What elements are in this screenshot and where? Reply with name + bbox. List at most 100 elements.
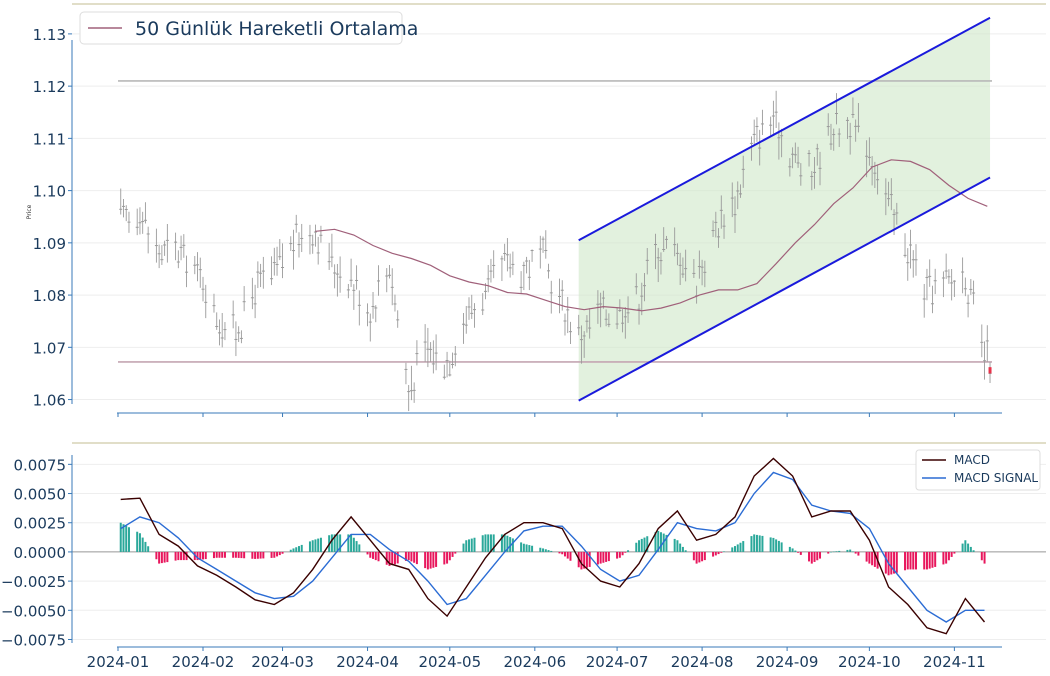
macd-histogram-bar bbox=[832, 551, 835, 553]
macd-histogram-bar bbox=[429, 551, 432, 569]
macd-y-tick-label: −0.0025 bbox=[1, 573, 66, 591]
macd-histogram-bar bbox=[330, 534, 333, 552]
macd-histogram-bar bbox=[273, 551, 276, 558]
macd-histogram-bar bbox=[692, 551, 695, 561]
macd-histogram-bar bbox=[122, 524, 125, 552]
macd-histogram-bar bbox=[221, 551, 224, 558]
macd-x-ticks: 2024-01 2024-02 2024-03 2024-04 2024-05 2024-… bbox=[87, 413, 986, 671]
macd-histogram-bar bbox=[234, 551, 237, 558]
price-y-tick-label: 1.07 bbox=[33, 339, 66, 357]
signal-legend-label: MACD SIGNAL bbox=[954, 471, 1038, 485]
macd-histogram-bar bbox=[550, 550, 553, 552]
macd-histogram-bar bbox=[256, 551, 259, 559]
macd-histogram-bar bbox=[890, 551, 893, 575]
macd-histogram-bar bbox=[300, 544, 303, 552]
price-y-tick-label: 1.09 bbox=[33, 235, 66, 253]
macd-histogram-bar bbox=[750, 536, 753, 552]
macd-histogram-bar bbox=[317, 538, 320, 552]
macd-histogram-bar bbox=[868, 551, 871, 564]
macd-histogram-bar bbox=[243, 551, 246, 559]
macd-histogram-bar bbox=[470, 538, 473, 552]
macd-histogram-bar bbox=[415, 551, 418, 565]
macd-histogram-bar bbox=[849, 549, 852, 552]
macd-histogram-bar bbox=[788, 546, 791, 552]
macd-histogram-bar bbox=[596, 551, 599, 565]
macd-histogram-bar bbox=[339, 534, 342, 552]
macd-histogram-bar bbox=[350, 534, 353, 552]
price-gridlines bbox=[72, 33, 1046, 401]
macd-y-tick-label: 0.0075 bbox=[14, 456, 67, 474]
macd-histogram-bar bbox=[931, 551, 934, 568]
macd-histogram-bar bbox=[980, 551, 983, 561]
price-y-tick-label: 1.10 bbox=[33, 183, 66, 201]
macd-histogram-bar bbox=[454, 551, 457, 554]
macd-histogram-bar bbox=[703, 551, 706, 561]
price-y-ticks: 1.06 1.07 1.08 1.09 1.10 1.11 1.12 1.13 bbox=[33, 26, 72, 410]
macd-histogram-bar bbox=[199, 551, 202, 560]
macd-histogram-bar bbox=[607, 551, 610, 562]
macd-histogram-bar bbox=[810, 551, 813, 564]
macd-histogram-bar bbox=[531, 545, 534, 552]
macd-histogram-bar bbox=[684, 550, 687, 552]
macd-histogram-bar bbox=[829, 551, 832, 553]
macd-histogram-bar bbox=[758, 535, 761, 552]
x-tick-label: 2024-03 bbox=[251, 653, 314, 671]
macd-histogram-bar bbox=[377, 551, 380, 562]
macd-histogram-bar bbox=[712, 551, 715, 557]
macd-histogram-bar bbox=[923, 551, 926, 570]
macd-histogram-bar bbox=[374, 551, 377, 561]
macd-histogram-bar bbox=[893, 551, 896, 574]
macd-histogram-bar bbox=[914, 551, 917, 570]
macd-histogram-bar bbox=[254, 551, 257, 559]
macd-histogram-bar bbox=[928, 551, 931, 569]
macd-histogram-bar bbox=[542, 548, 545, 552]
macd-histogram-bar bbox=[720, 551, 723, 553]
macd-histogram-bar bbox=[511, 538, 514, 552]
macd-histogram-bar bbox=[372, 551, 375, 559]
macd-histogram-bar bbox=[259, 551, 262, 559]
macd-histogram-bar bbox=[522, 543, 525, 552]
macd-histogram-bar bbox=[681, 546, 684, 552]
macd-histogram-bar bbox=[487, 534, 490, 552]
macd-histogram-bar bbox=[435, 551, 438, 567]
x-tick-label: 2024-10 bbox=[838, 653, 901, 671]
macd-histogram-bar bbox=[558, 551, 561, 554]
macd-panel: 0.0075 0.0050 0.0025 0.0000 −0.0025 −0.0050 −0… bbox=[1, 413, 1046, 671]
macd-histogram-bar bbox=[679, 543, 682, 552]
macd-histogram-bar bbox=[292, 548, 295, 552]
macd-histogram-bar bbox=[393, 551, 396, 565]
macd-histogram-bar bbox=[643, 537, 646, 552]
macd-histogram-bar bbox=[196, 551, 199, 561]
macd-histogram-bar bbox=[742, 541, 745, 552]
macd-histogram-bar bbox=[276, 551, 279, 557]
macd-histogram-bar bbox=[468, 539, 471, 552]
macd-histogram-bar bbox=[961, 543, 964, 552]
macd-histogram-bar bbox=[563, 551, 566, 557]
macd-histogram-bar bbox=[912, 551, 915, 570]
macd-histogram-bar bbox=[904, 551, 907, 571]
macd-histogram-bar bbox=[585, 551, 588, 568]
x-tick-label: 2024-02 bbox=[172, 653, 235, 671]
price-y-tick-label: 1.11 bbox=[33, 130, 66, 148]
macd-histogram-bar bbox=[160, 551, 163, 564]
macd-histogram-bar bbox=[569, 551, 572, 561]
macd-histogram-bar bbox=[599, 551, 602, 564]
channel-fill bbox=[578, 17, 991, 401]
macd-histogram-bar bbox=[846, 549, 849, 552]
macd-histogram-bar bbox=[934, 551, 937, 567]
macd-histogram-bar bbox=[544, 549, 547, 552]
macd-histogram-bar bbox=[413, 551, 416, 563]
macd-histogram-bar bbox=[947, 551, 950, 561]
macd-histogram-bar bbox=[865, 551, 868, 562]
macd-histogram-bar bbox=[295, 547, 298, 552]
macd-histogram-bar bbox=[223, 551, 226, 558]
macd-histogram-bar bbox=[232, 551, 235, 558]
macd-histogram-bar bbox=[698, 551, 701, 563]
macd-histogram-bar bbox=[884, 551, 887, 574]
macd-histogram-bar bbox=[185, 551, 188, 561]
price-y-tick-label: 1.12 bbox=[33, 78, 66, 96]
macd-histogram-bar bbox=[942, 551, 945, 565]
macd-histogram-bar bbox=[311, 540, 314, 552]
macd-histogram-bar bbox=[602, 551, 605, 563]
macd-histogram-bar bbox=[281, 551, 284, 554]
